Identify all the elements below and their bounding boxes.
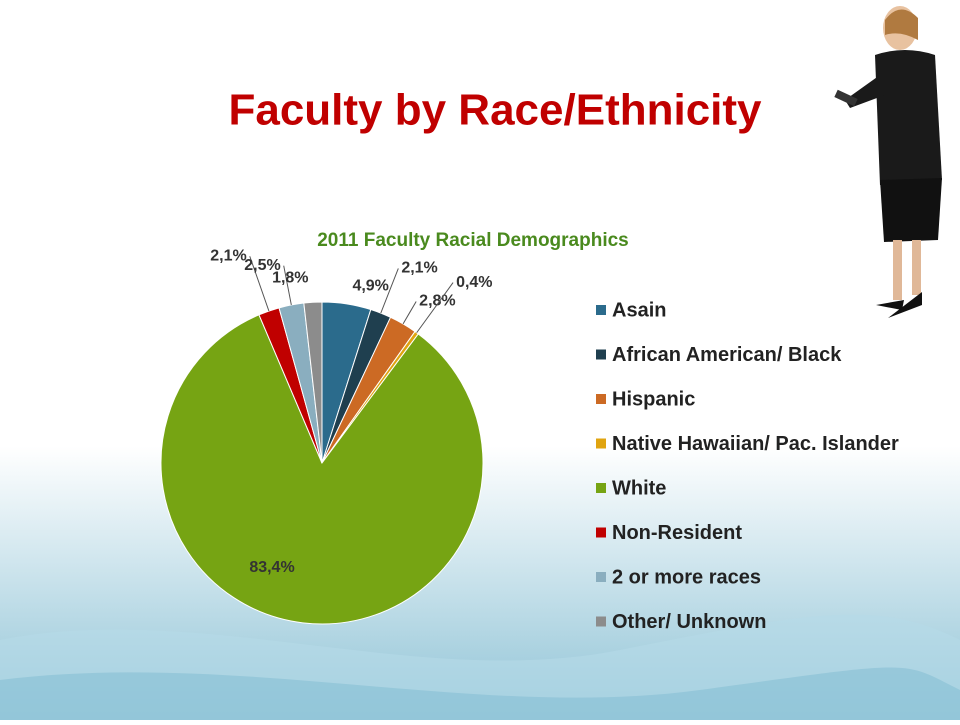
legend-swatch xyxy=(596,616,606,627)
data-label: 83,4% xyxy=(249,559,294,576)
legend-swatch xyxy=(596,438,606,449)
data-labels: 4,9%2,1%2,8%0,4%83,4%2,1%2,5%1,8% xyxy=(210,247,492,576)
legend-label: Other/ Unknown xyxy=(612,611,766,633)
legend-label: 2 or more races xyxy=(612,566,761,588)
pie xyxy=(160,301,484,625)
data-label: 4,9% xyxy=(352,277,388,294)
slide-title: Faculty by Race/Ethnicity xyxy=(228,86,762,135)
leader-line xyxy=(249,256,270,312)
legend-label: African American/ Black xyxy=(612,344,842,366)
legend-swatch xyxy=(596,394,606,404)
leader-line xyxy=(416,282,454,334)
legend-swatch xyxy=(596,349,606,360)
data-label: 2,1% xyxy=(401,260,437,277)
data-label: 0,4% xyxy=(456,274,492,291)
legend-label: Hispanic xyxy=(612,388,695,410)
pie-slice xyxy=(303,301,323,464)
wave xyxy=(0,667,960,720)
legend-label: White xyxy=(612,477,666,499)
legend-swatch xyxy=(596,305,606,315)
presenter-figure xyxy=(834,6,942,318)
data-label: 2,1% xyxy=(210,247,246,264)
leader-line xyxy=(283,265,292,306)
legend-label: Non-Resident xyxy=(612,522,742,544)
data-label: 2,5% xyxy=(244,257,280,274)
data-label: 2,8% xyxy=(419,293,455,310)
legend: Asain African American/ Black Hispanic Nati… xyxy=(596,299,899,633)
legend-label: Native Hawaiian/ Pac. Islander xyxy=(612,433,899,455)
leader-line xyxy=(380,268,399,314)
legend-swatch xyxy=(596,572,606,582)
chart-title: 2011 Faculty Racial Demographics xyxy=(317,230,629,251)
pie-slice xyxy=(160,314,484,625)
leader-line xyxy=(402,301,417,325)
legend-label: Asain xyxy=(612,299,666,321)
legend-swatch xyxy=(596,483,606,493)
legend-swatch xyxy=(596,527,606,538)
data-label: 1,8% xyxy=(272,270,308,287)
